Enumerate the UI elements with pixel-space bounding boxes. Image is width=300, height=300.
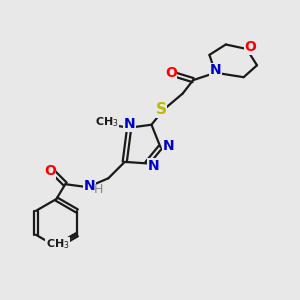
Text: N: N bbox=[148, 159, 159, 173]
Text: H: H bbox=[94, 183, 104, 196]
Text: CH$_3$: CH$_3$ bbox=[95, 116, 119, 129]
Text: O: O bbox=[44, 164, 56, 178]
Text: N: N bbox=[163, 139, 175, 152]
Text: S: S bbox=[155, 102, 167, 117]
Text: N: N bbox=[83, 179, 95, 193]
Text: O: O bbox=[165, 66, 177, 80]
Text: O: O bbox=[244, 40, 256, 55]
Text: N: N bbox=[123, 117, 135, 131]
Text: CH$_3$: CH$_3$ bbox=[46, 238, 70, 251]
Text: N: N bbox=[210, 63, 221, 77]
